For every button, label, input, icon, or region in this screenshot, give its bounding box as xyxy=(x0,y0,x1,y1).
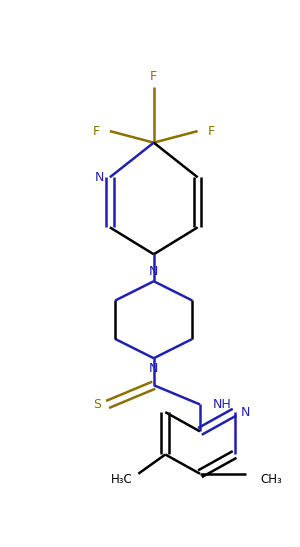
Text: CH₃: CH₃ xyxy=(260,473,282,486)
Text: H₃C: H₃C xyxy=(110,473,132,486)
Text: F: F xyxy=(92,125,100,138)
Text: N: N xyxy=(241,406,250,418)
Text: N: N xyxy=(149,362,158,375)
Text: N: N xyxy=(149,265,158,278)
Text: NH: NH xyxy=(212,398,231,411)
Text: N: N xyxy=(94,171,104,184)
Text: F: F xyxy=(150,70,157,83)
Text: F: F xyxy=(208,125,215,138)
Text: S: S xyxy=(93,398,101,411)
